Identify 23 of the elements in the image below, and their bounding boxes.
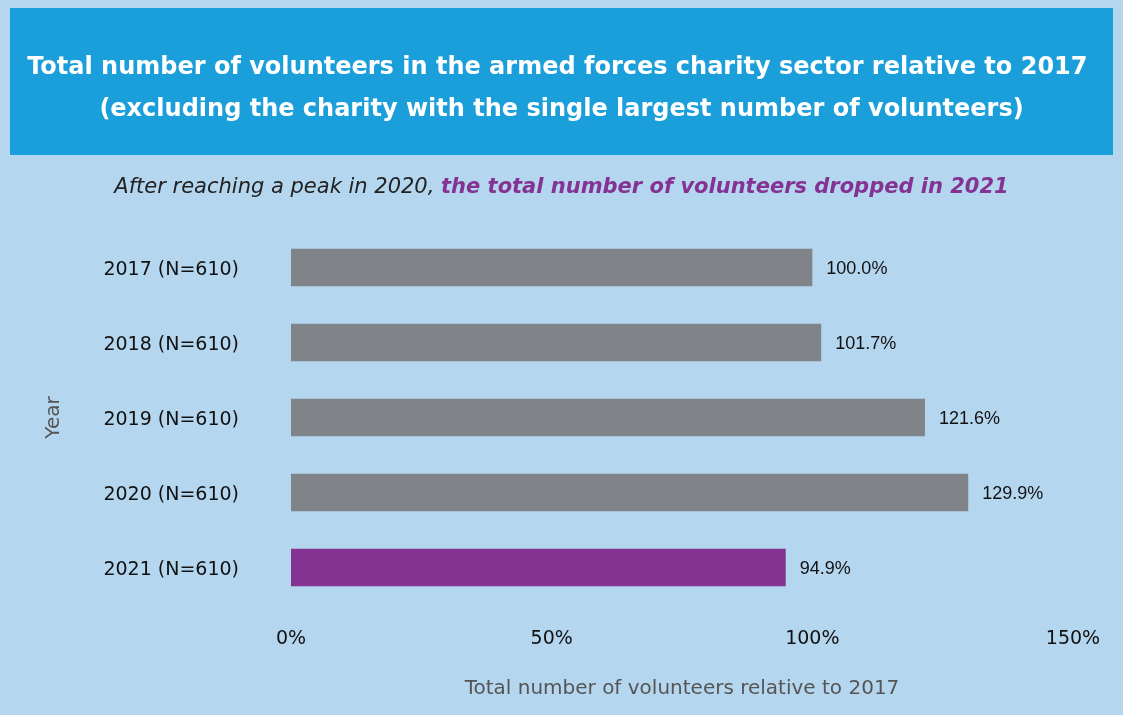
y-tick-label: 2017 (N=610) (103, 256, 239, 279)
data-label: 101.7% (835, 332, 897, 353)
data-label: 100.0% (826, 257, 888, 278)
data-label: 121.6% (938, 407, 1000, 428)
y-tick-label: 2018 (N=610) (103, 331, 239, 354)
chart-title: Total number of volunteers in the armed forces charity sector relative to 2017 (excluding the charity with the single largest number of volunteers) (27, 52, 1096, 122)
bar (291, 473, 969, 512)
chart-subtitle: After reaching a peak in 2020, the total number of volunteers dropped in 2021 (112, 173, 1009, 198)
y-tick-label: 2019 (N=610) (103, 406, 239, 429)
data-label: 94.9% (799, 557, 851, 578)
x-tick-label: 150% (1045, 625, 1101, 648)
x-tick-label: 0% (275, 625, 307, 648)
y-tick-label: 2021 (N=610) (103, 556, 239, 579)
bar (291, 323, 822, 362)
bar (291, 398, 925, 437)
y-tick-label: 2020 (N=610) (103, 481, 239, 504)
bar (291, 248, 813, 287)
x-tick-label: 50% (530, 625, 573, 648)
x-tick-label: 100% (785, 625, 840, 648)
y-axis-title: Year (40, 395, 64, 440)
bar (291, 548, 786, 587)
data-label: 129.9% (982, 482, 1044, 503)
x-axis-title: Total number of volunteers relative to 2017 (463, 675, 900, 699)
